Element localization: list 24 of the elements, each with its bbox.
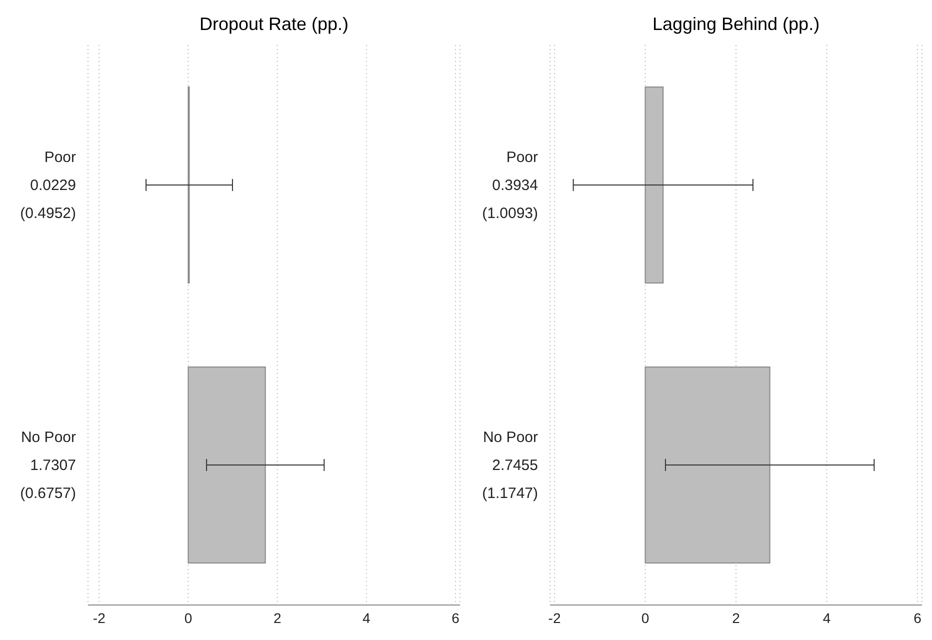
x-tick-label: 2 [273, 610, 282, 626]
y-tick-label: Poor [506, 149, 538, 166]
data-label: 0.3934 [492, 177, 538, 194]
x-tick-label: -2 [92, 610, 106, 626]
x-tick-label: 6 [452, 610, 460, 626]
x-tick-label: 0 [184, 610, 192, 626]
data-label: 2.7455 [492, 457, 538, 474]
x-tick-label: 0 [641, 610, 650, 626]
x-tick-label: 2 [732, 610, 740, 626]
data-label: 1.7307 [30, 457, 76, 474]
text: (0.4952) [20, 205, 76, 222]
y-tick-label: Poor [44, 149, 76, 166]
chart-title: Dropout Rate (pp.) [198, 13, 350, 36]
chart-title: Lagging Behind (pp.) [651, 13, 821, 36]
text: (1.0093) [482, 205, 538, 222]
x-tick-label: -2 [548, 610, 561, 626]
x-tick-label: 4 [822, 610, 831, 626]
text: (0.6757) [20, 485, 76, 502]
x-tick-label: 6 [914, 610, 922, 626]
x-tick-label: 4 [362, 610, 371, 626]
data-label: 0.0229 [30, 177, 76, 194]
text: (1.1747) [482, 485, 538, 502]
y-tick-label: No Poor [482, 429, 538, 446]
y-tick-label: No Poor [20, 429, 76, 446]
